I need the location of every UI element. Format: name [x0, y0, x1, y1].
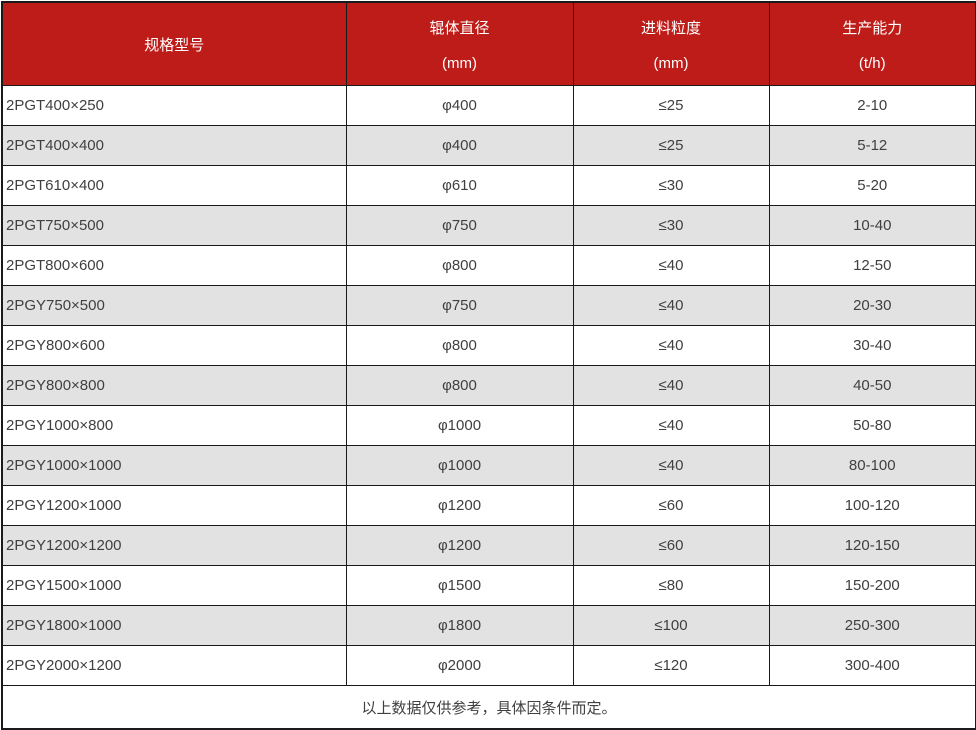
cell-model: 2PGY1200×1200 [1, 525, 347, 566]
table-row: 2PGT750×500 φ750 ≤30 10-40 [1, 205, 976, 246]
cell-model: 2PGY1800×1000 [1, 605, 347, 646]
table-row: 2PGT400×250 φ400 ≤25 2-10 [1, 85, 976, 126]
cell-model: 2PGY1200×1000 [1, 485, 347, 526]
cell-feed_size: ≤30 [572, 205, 770, 246]
cell-roller_diameter: φ2000 [345, 645, 574, 686]
cell-model: 2PGY800×800 [1, 365, 347, 406]
cell-roller_diameter: φ1500 [345, 565, 574, 606]
column-header-2: 辊体直径 (mm) [345, 1, 574, 86]
cell-feed_size: ≤60 [572, 485, 770, 526]
column-header-label: 规格型号 [144, 36, 205, 54]
table-row: 2PGY750×500 φ750 ≤40 20-30 [1, 285, 976, 326]
cell-roller_diameter: φ610 [345, 165, 574, 206]
table-row: 2PGY800×600 φ800 ≤40 30-40 [1, 325, 976, 366]
cell-capacity: 100-120 [768, 485, 976, 526]
cell-capacity: 10-40 [768, 205, 976, 246]
cell-roller_diameter: φ800 [345, 245, 574, 286]
cell-feed_size: ≤40 [572, 325, 770, 366]
cell-feed_size: ≤120 [572, 645, 770, 686]
table-row: 2PGY1800×1000 φ1800 ≤100 250-300 [1, 605, 976, 646]
cell-feed_size: ≤25 [572, 85, 770, 126]
column-header-label: 进料粒度 [640, 19, 701, 37]
cell-roller_diameter: φ1200 [345, 485, 574, 526]
cell-capacity: 2-10 [768, 85, 976, 126]
footnote-row: 以上数据仅供参考，具体因条件而定。 [1, 685, 976, 730]
table-row: 2PGT400×400 φ400 ≤25 5-12 [1, 125, 976, 166]
cell-model: 2PGY1000×800 [1, 405, 347, 446]
cell-capacity: 40-50 [768, 365, 976, 406]
table-row: 2PGT800×600 φ800 ≤40 12-50 [1, 245, 976, 286]
cell-feed_size: ≤40 [572, 405, 770, 446]
cell-capacity: 20-30 [768, 285, 976, 326]
spec-table-header: 规格型号 辊体直径 (mm) 进料粒度 (mm) 生产能力 (t/h) [1, 1, 976, 86]
cell-roller_diameter: φ1000 [345, 445, 574, 486]
table-row: 2PGY1200×1000 φ1200 ≤60 100-120 [1, 485, 976, 526]
table-row: 2PGY1000×1000 φ1000 ≤40 80-100 [1, 445, 976, 486]
column-header-3: 进料粒度 (mm) [572, 1, 770, 86]
cell-feed_size: ≤40 [572, 445, 770, 486]
cell-roller_diameter: φ400 [345, 85, 574, 126]
cell-model: 2PGY2000×1200 [1, 645, 347, 686]
cell-capacity: 120-150 [768, 525, 976, 566]
cell-roller_diameter: φ750 [345, 205, 574, 246]
cell-capacity: 150-200 [768, 565, 976, 606]
cell-feed_size: ≤40 [572, 365, 770, 406]
table-row: 2PGT610×400 φ610 ≤30 5-20 [1, 165, 976, 206]
cell-roller_diameter: φ1200 [345, 525, 574, 566]
cell-model: 2PGY1000×1000 [1, 445, 347, 486]
cell-model: 2PGY1500×1000 [1, 565, 347, 606]
cell-feed_size: ≤100 [572, 605, 770, 646]
cell-model: 2PGY800×600 [1, 325, 347, 366]
column-header-label: 生产能力 [842, 19, 903, 37]
column-header-unit: (mm) [442, 54, 477, 72]
cell-feed_size: ≤40 [572, 245, 770, 286]
cell-model: 2PGY750×500 [1, 285, 347, 326]
header-row: 规格型号 辊体直径 (mm) 进料粒度 (mm) 生产能力 (t/h) [1, 1, 976, 86]
cell-capacity: 80-100 [768, 445, 976, 486]
cell-roller_diameter: φ400 [345, 125, 574, 166]
cell-model: 2PGT800×600 [1, 245, 347, 286]
cell-roller_diameter: φ750 [345, 285, 574, 326]
cell-feed_size: ≤25 [572, 125, 770, 166]
cell-capacity: 30-40 [768, 325, 976, 366]
cell-capacity: 250-300 [768, 605, 976, 646]
table-footnote: 以上数据仅供参考，具体因条件而定。 [1, 685, 976, 730]
column-header-4: 生产能力 (t/h) [768, 1, 976, 86]
cell-roller_diameter: φ1000 [345, 405, 574, 446]
spec-table-body: 2PGT400×250 φ400 ≤25 2-10 2PGT400×400 φ400 ≤25… [1, 85, 976, 686]
spec-table-footer: 以上数据仅供参考，具体因条件而定。 [1, 685, 976, 730]
cell-roller_diameter: φ800 [345, 365, 574, 406]
table-row: 2PGY2000×1200 φ2000 ≤120 300-400 [1, 645, 976, 686]
cell-model: 2PGT400×400 [1, 125, 347, 166]
cell-model: 2PGT610×400 [1, 165, 347, 206]
cell-capacity: 5-20 [768, 165, 976, 206]
cell-roller_diameter: φ800 [345, 325, 574, 366]
table-row: 2PGY1200×1200 φ1200 ≤60 120-150 [1, 525, 976, 566]
cell-capacity: 300-400 [768, 645, 976, 686]
column-header-1: 规格型号 [1, 1, 347, 86]
cell-feed_size: ≤40 [572, 285, 770, 326]
column-header-unit: (mm) [653, 54, 689, 72]
column-header-unit: (t/h) [858, 54, 886, 72]
table-row: 2PGY800×800 φ800 ≤40 40-50 [1, 365, 976, 406]
cell-model: 2PGT750×500 [1, 205, 347, 246]
table-row: 2PGY1500×1000 φ1500 ≤80 150-200 [1, 565, 976, 606]
cell-feed_size: ≤30 [572, 165, 770, 206]
cell-feed_size: ≤60 [572, 525, 770, 566]
table-row: 2PGY1000×800 φ1000 ≤40 50-80 [1, 405, 976, 446]
cell-model: 2PGT400×250 [1, 85, 347, 126]
cell-capacity: 5-12 [768, 125, 976, 166]
cell-feed_size: ≤80 [572, 565, 770, 606]
cell-capacity: 50-80 [768, 405, 976, 446]
column-header-label: 辊体直径 [429, 19, 490, 37]
cell-roller_diameter: φ1800 [345, 605, 574, 646]
cell-capacity: 12-50 [768, 245, 976, 286]
